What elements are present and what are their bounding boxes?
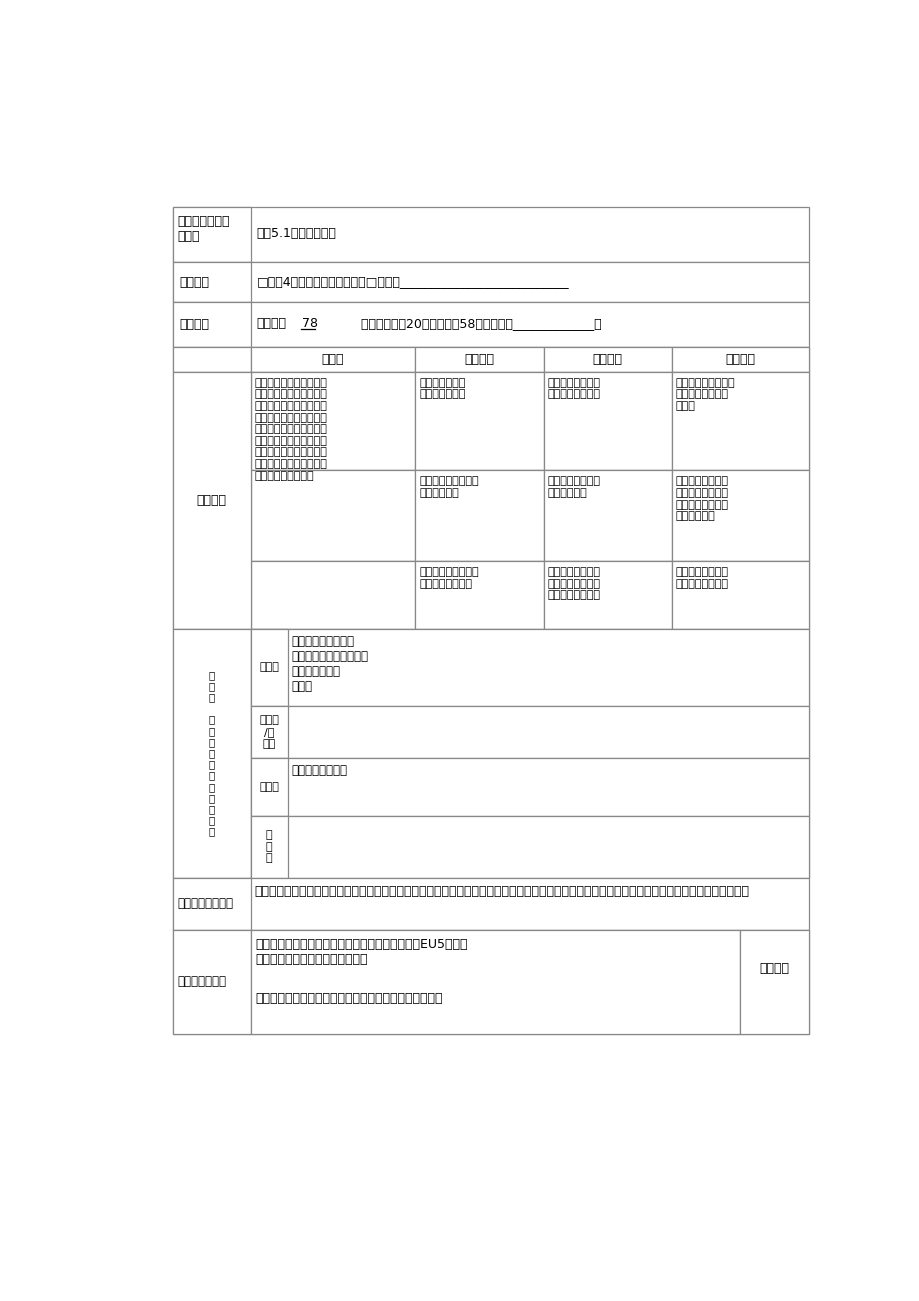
Text: 技
术
点: 技 术 点 (266, 830, 272, 864)
Bar (414, 470, 543, 561)
Bar (173, 347, 808, 372)
Text: 总目标: 总目标 (322, 353, 344, 366)
Bar (173, 628, 250, 878)
Bar (671, 347, 808, 372)
Text: 78: 78 (301, 317, 317, 330)
Bar (173, 930, 808, 1034)
Bar (250, 706, 808, 758)
Bar (173, 470, 808, 561)
Text: 注重培养启发思维
和独立思考的能力: 注重培养启发思维 和独立思考的能力 (547, 377, 600, 399)
Text: 快充电流传递路径；
慢充电流传递路径；充电
系统关键部件的
功用。: 快充电流传递路径； 慢充电流传递路径；充电 系统关键部件的 功用。 (291, 635, 369, 693)
Text: 培养领导和组织能
力，提高职业素养: 培养领导和组织能 力，提高职业素养 (675, 567, 728, 589)
Text: 通过充电系统学习，
提高创新意识，发
散思维: 通过充电系统学习， 提高创新意识，发 散思维 (675, 377, 734, 411)
Bar (173, 878, 808, 930)
Bar (414, 372, 543, 470)
Bar (740, 930, 808, 1034)
Text: 授课形式: 授课形式 (179, 276, 210, 289)
Text: 任务5.1充电系统认知: 任务5.1充电系统认知 (256, 226, 336, 239)
Text: 技能占
/、
、、: 技能占 /、 、、 (259, 716, 278, 748)
Bar (250, 816, 808, 878)
Text: 授课对象学情分析: 授课对象学情分析 (176, 898, 233, 911)
Bar (250, 372, 414, 470)
Text: 掌握电动汽车慢充、
快充充电方法: 掌握电动汽车慢充、 快充充电方法 (419, 476, 478, 498)
Bar (250, 470, 414, 561)
Bar (414, 347, 543, 372)
Bar (173, 302, 808, 347)
Bar (250, 628, 288, 706)
Bar (173, 302, 250, 347)
Text: 能辨析充电系统各关
键部件的工作特性: 能辨析充电系统各关 键部件的工作特性 (419, 567, 478, 589)
Bar (250, 816, 288, 878)
Text: 提高通过网络技术
自主学习和分析解
决实际问题的能力: 提高通过网络技术 自主学习和分析解 决实际问题的能力 (547, 567, 600, 601)
Bar (671, 470, 808, 561)
Bar (173, 930, 250, 1034)
Bar (543, 470, 671, 561)
Text: □理论4理实一体口实训（验）□其它：___________________________: □理论4理实一体口实训（验）□其它：______________________… (256, 275, 569, 288)
Bar (173, 263, 808, 302)
Bar (671, 372, 808, 470)
Bar (671, 561, 808, 628)
Bar (250, 758, 288, 816)
Text: 方法能力: 方法能力 (592, 353, 622, 366)
Bar (173, 207, 808, 263)
Text: 学时安排: 学时安排 (179, 319, 210, 332)
Bar (173, 207, 250, 263)
Text: 专业能力: 专业能力 (464, 353, 494, 366)
Text: 课题（或项目、
任务）: 课题（或项目、 任务） (177, 215, 230, 243)
Text: 理论点: 理论点 (259, 782, 278, 792)
Text: 所需数字化资源：《充电系统认知》微课。其他如电动汽: 所需数字化资源：《充电系统认知》微课。其他如电动汽 (255, 993, 442, 1006)
Text: 教学环境与媒介: 教学环境与媒介 (176, 976, 226, 989)
Text: 了解电动汽车充
电系统的概念。: 了解电动汽车充 电系统的概念。 (419, 377, 465, 399)
Bar (173, 372, 808, 470)
Text: 本次课程为理实一体化课程。所需实训设备：北汽EU5整车；
绝缘检测设备，绝缘拆装工具等。: 本次课程为理实一体化课程。所需实训设备：北汽EU5整车； 绝缘检测设备，绝缘拆装… (255, 938, 467, 965)
Text: 通过团队共同完成
任务工单，具备团
队合作精神，提高
团队工作效率: 通过团队共同完成 任务工单，具备团 队合作精神，提高 团队工作效率 (675, 476, 728, 522)
Bar (543, 347, 671, 372)
Bar (173, 372, 250, 628)
Text: 社会能力: 社会能力 (724, 353, 754, 366)
Bar (543, 372, 671, 470)
Text: 教学目标: 教学目标 (197, 494, 227, 507)
Text: 学生为新能源汽车技术专业学生；对纯粹的理论学习兴趣不大，对实践动手操作兴趣较大。前导课程有：新能源汽车概述；新能源汽车电工电子技术等: 学生为新能源汽车技术专业学生；对纯粹的理论学习兴趣不大，对实践动手操作兴趣较大。… (255, 885, 749, 898)
Bar (543, 561, 671, 628)
Text: 总学时：: 总学时： (256, 317, 287, 330)
Bar (173, 561, 808, 628)
Text: 内
测
事

学
子
观
及
难
点
教
容
占
点
量: 内 测 事 学 子 观 及 难 点 教 容 占 点 量 (209, 670, 215, 837)
Bar (250, 706, 288, 758)
Bar (173, 628, 808, 878)
Bar (250, 628, 808, 706)
Bar (414, 561, 543, 628)
Text: 充电系统充电原理: 充电系统充电原理 (291, 765, 347, 778)
Bar (173, 263, 250, 302)
Text: 授课地点: 授课地点 (759, 961, 789, 974)
Bar (250, 561, 414, 628)
Bar (250, 347, 414, 372)
Text: 具备了解电动汽车充电系
统的概念，掌握电动汽车
慢充、快充充电方法，能
辨析充电系统各关键部件
的工作特性的能力。提高
学生通过网络技术自主学
习和分析解决实际: 具备了解电动汽车充电系 统的概念，掌握电动汽车 慢充、快充充电方法，能 辨析充电… (255, 377, 327, 480)
Text: （其中：理论20学时、实践58学时、其他_____________）: （其中：理论20学时、实践58学时、其他_____________） (317, 317, 601, 330)
Bar (173, 878, 250, 930)
Text: 对充电系统知识进
行梳理的能力: 对充电系统知识进 行梳理的能力 (547, 476, 600, 498)
Bar (250, 758, 808, 816)
Text: 认知点: 认知点 (259, 662, 278, 673)
Bar (173, 347, 250, 372)
Bar (250, 930, 740, 1034)
